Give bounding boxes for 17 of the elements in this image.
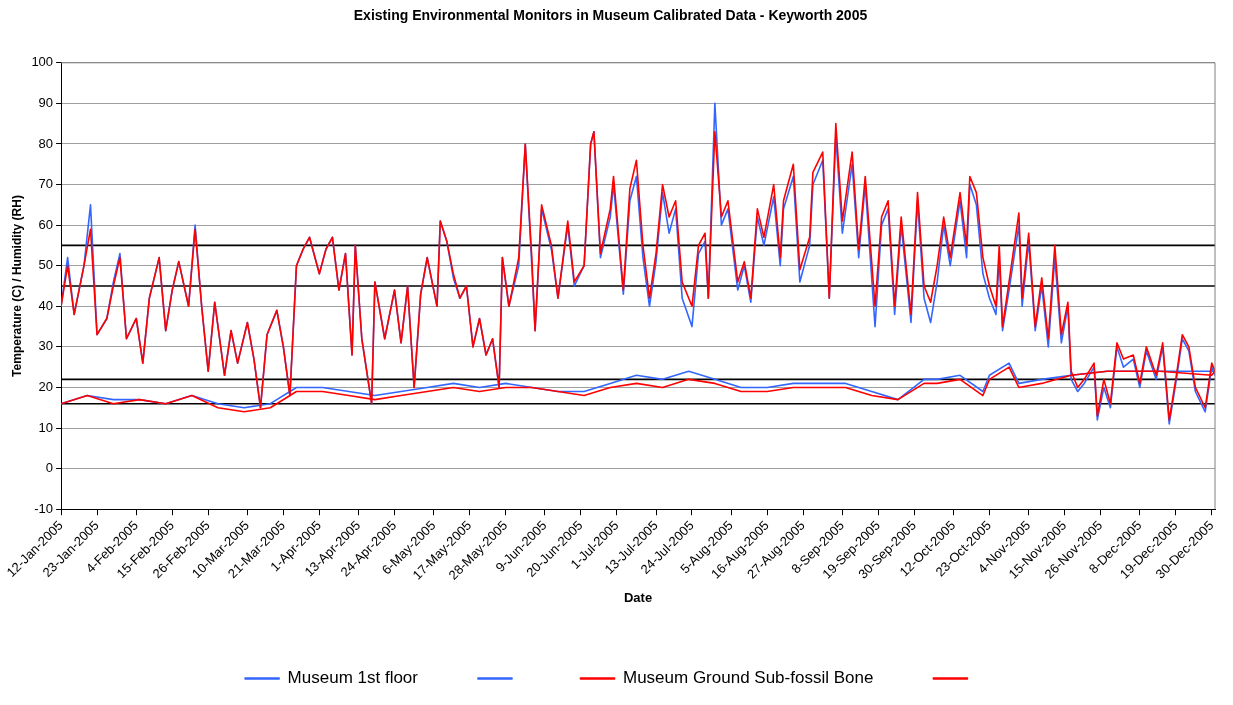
y-tick-label: 20 (38, 379, 54, 395)
y-tick-label: 70 (38, 176, 54, 192)
y-axis-title: Temperature (C) / Humidity (RH) (9, 195, 24, 377)
x-axis-title: Date (623, 589, 653, 605)
y-tick-label: 30 (38, 338, 54, 354)
y-tick-label: 0 (45, 460, 54, 476)
y-tick-label: 10 (38, 419, 54, 435)
legend-label: Museum Ground Sub-fossil Bone (622, 668, 874, 688)
y-tick-label: 80 (38, 135, 54, 151)
legend-label: Museum 1st floor (287, 668, 419, 688)
chart-title: Existing Environmental Monitors in Museum Calibrated Data - Keyworth 2005 (353, 7, 868, 24)
y-tick-label: 90 (38, 94, 54, 110)
y-tick-label: -10 (34, 500, 54, 516)
y-tick-label: 50 (38, 257, 54, 273)
y-tick-label: 60 (38, 216, 54, 232)
y-tick-label: 100 (31, 54, 54, 70)
y-tick-label: 40 (38, 297, 54, 313)
